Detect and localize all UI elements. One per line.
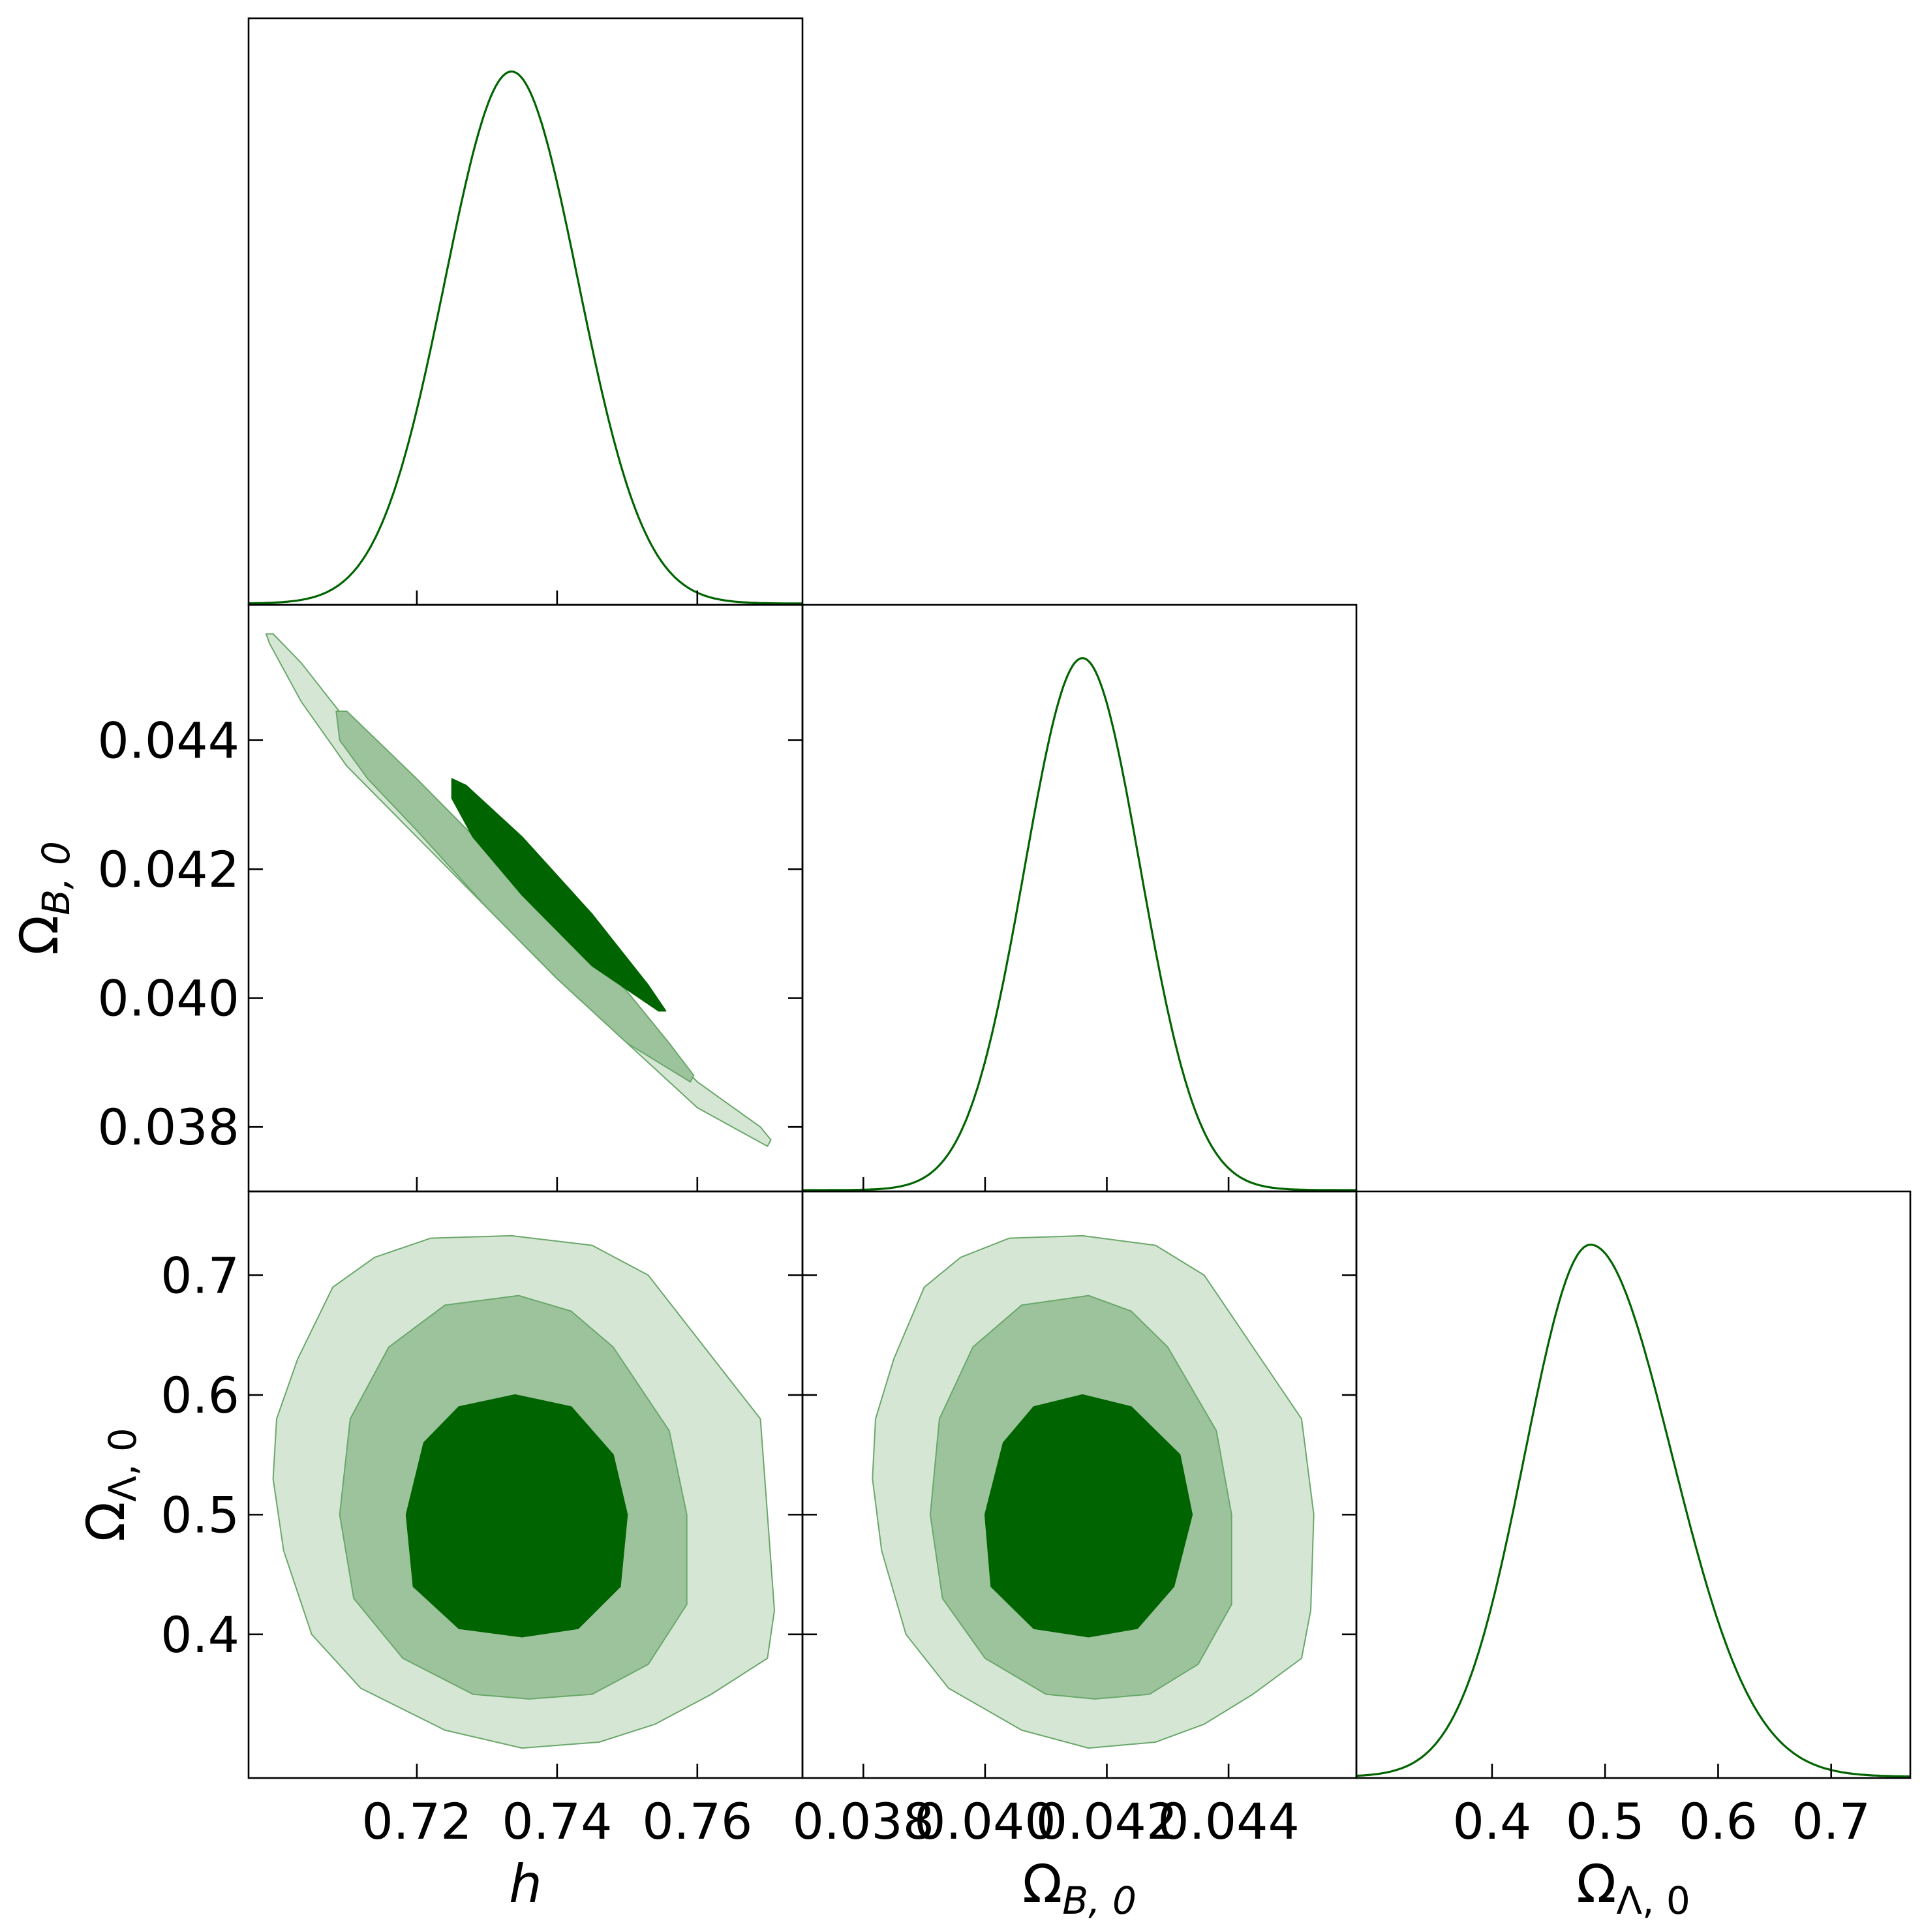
marginal-layer [248,70,1910,1778]
y-tick-label-omega_l: 0.7 [160,1246,239,1304]
x-tick-label-omega_l: 0.6 [1679,1792,1758,1850]
label-layer: h ΩB, 0 ΩΛ, 0 ΩB, 0 ΩΛ, 0 0.72 0.74 0.76 0.… [9,711,1871,1923]
x-axis-label-omega-lambda: ΩΛ, 0 [1576,1854,1690,1923]
y-tick-label-omega_l: 0.6 [160,1366,239,1424]
panel-frame-r1-c1 [801,604,1358,1193]
y-tick-label-omega_l: 0.4 [160,1606,239,1664]
x-tick-label-omega_l: 0.4 [1452,1792,1531,1850]
y-tick-label-omega_b: 0.044 [97,711,239,769]
x-tick-label-omega_b: 0.042 [1036,1792,1178,1850]
marginal-curve-omega_b [802,657,1356,1191]
panel-frame-r0-c0 [247,17,804,606]
contour-inner-h-omega_l [405,1394,628,1638]
y-axis-label-omega-lambda: ΩΛ, 0 [76,1428,145,1542]
x-tick-label-h: 0.74 [502,1792,612,1850]
y-tick-label-omega_l: 0.5 [160,1486,239,1544]
marginal-curve-omega_l [1356,1244,1910,1778]
x-axis-label-omega-b: ΩB, 0 [1022,1854,1137,1923]
x-tick-label-omega_b: 0.044 [1157,1792,1300,1850]
x-tick-label-h: 0.76 [642,1792,752,1850]
x-axis-label-h: h [509,1854,542,1914]
contour-inner-omega_b-omega_l [984,1394,1193,1638]
y-tick-label-omega_b: 0.042 [97,840,239,898]
x-tick-label-omega_b: 0.040 [914,1792,1056,1850]
contour-layer [265,633,1315,1749]
x-tick-label-omega_b: 0.038 [793,1792,935,1850]
x-tick-label-omega_l: 0.5 [1566,1792,1645,1850]
panel-frame-r2-c2 [1355,1190,1912,1779]
y-tick-label-omega_b: 0.040 [97,970,239,1028]
y-axis-label-omega-b: ΩB, 0 [9,841,78,955]
x-tick-label-h: 0.72 [361,1792,472,1850]
contour-middle-h-omega_b [335,711,695,1083]
y-tick-label-omega_b: 0.038 [97,1098,239,1156]
x-tick-label-omega_l: 0.7 [1792,1792,1871,1850]
tick-layer [249,590,1833,1778]
marginal-curve-h [248,70,802,605]
panel-frames [247,17,1912,1779]
contour-inner-h-omega_b [451,778,667,1012]
